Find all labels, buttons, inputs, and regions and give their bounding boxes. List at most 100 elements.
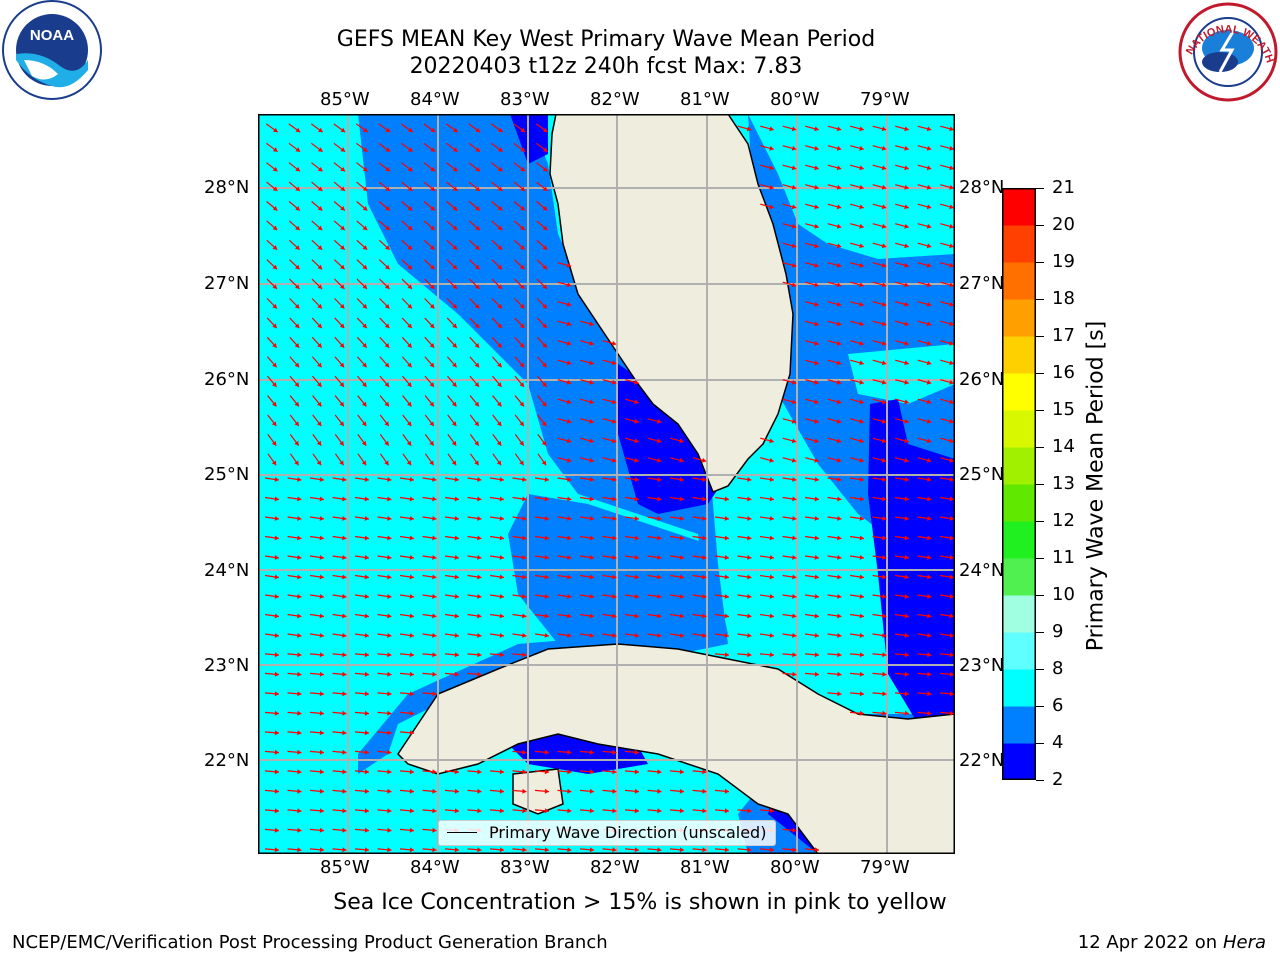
wave-arrow-head [499, 632, 504, 638]
colorbar-tick-18: 18 [1052, 288, 1075, 309]
wave-arrow-head [272, 343, 277, 348]
lon-tick-top-2: 84°W [410, 89, 460, 110]
wave-arrow-head [747, 496, 752, 502]
wave-arrow-head [454, 788, 459, 794]
wave-arrow-head [589, 340, 594, 346]
wave-arrow-head [274, 632, 279, 638]
wave-arrow-head [769, 535, 774, 541]
colorbar-tick-mark [1036, 632, 1044, 633]
wave-arrow-head [342, 847, 347, 853]
wave-arrow-head [566, 379, 572, 385]
wave-arrow-head [859, 554, 864, 560]
wave-arrow-head [407, 206, 413, 211]
wave-arrow-head [927, 691, 932, 697]
wave-arrow-head [497, 303, 502, 309]
legend-label: Primary Wave Direction (unscaled) [489, 823, 767, 842]
colorbar-band-11-12 [1002, 521, 1036, 559]
lat-tick-right-5: 24°N [959, 560, 1005, 581]
wave-arrow-head [272, 362, 277, 368]
wave-arrow-head [792, 535, 797, 541]
wave-arrow-head [452, 343, 457, 348]
wave-arrow-head [949, 710, 954, 716]
wave-arrow-head [791, 204, 797, 210]
wave-arrow-head [432, 671, 437, 677]
colorbar-tick-14: 14 [1052, 436, 1075, 457]
wave-arrow-head [544, 535, 549, 541]
wave-arrow-head [657, 496, 662, 502]
lat-tick-right-7: 22°N [959, 750, 1005, 771]
wave-arrow-head [769, 574, 774, 580]
wave-arrow-head [792, 613, 797, 619]
wave-arrow-head [949, 418, 954, 424]
wave-arrow-head [519, 382, 525, 387]
colorbar-tick-mark [1036, 484, 1044, 485]
wave-arrow-head [474, 421, 479, 427]
wave-arrow-head [882, 691, 887, 697]
wave-arrow-head [612, 788, 617, 794]
wave-arrow-head [339, 401, 344, 407]
wave-arrow-head [926, 301, 932, 307]
wave-arrow-head [836, 223, 842, 229]
noaa-logo: NOAA [0, 0, 104, 104]
wave-arrow-head [274, 535, 279, 541]
wave-arrow-head [452, 323, 457, 329]
wave-arrow-head [274, 710, 279, 716]
wave-arrow-head [542, 382, 547, 387]
map-panel: Primary Wave Direction (unscaled) [258, 113, 956, 855]
wave-arrow-head [477, 515, 482, 521]
wave-arrow-head [339, 264, 345, 270]
wave-arrow-head [384, 362, 390, 368]
wave-arrow-head [542, 343, 547, 348]
wave-arrow-head [881, 457, 887, 463]
wave-arrow-head [429, 460, 434, 466]
wave-arrow-head [882, 535, 887, 541]
wave-arrow-head [522, 535, 527, 541]
wave-arrow-head [859, 476, 864, 482]
wave-arrow-head [342, 691, 347, 697]
wave-arrow-head [836, 360, 842, 366]
wave-arrow-head [566, 457, 572, 463]
wave-arrow-head [430, 166, 436, 172]
wave-arrow-head [882, 476, 887, 482]
wave-arrow-head [319, 632, 324, 638]
wave-arrow-head [836, 418, 842, 424]
wave-arrow-head [634, 847, 639, 853]
wave-arrow-head [544, 613, 549, 619]
wave-arrow-head [409, 808, 414, 814]
wave-arrow-head [836, 438, 842, 444]
wave-arrow-head [949, 515, 954, 521]
wave-arrow-head [837, 613, 842, 619]
wave-arrow-head [859, 223, 864, 229]
wave-arrow-head [362, 264, 368, 270]
wave-arrow-head [317, 245, 323, 250]
wave-arrow-head [656, 457, 662, 463]
wave-arrow-head [589, 847, 594, 853]
wave-arrow-head [409, 769, 414, 775]
wave-arrow-head [342, 574, 347, 580]
wave-arrow-head [522, 554, 527, 560]
wave-arrow-head [634, 379, 639, 385]
wave-arrow-head [542, 284, 547, 289]
wave-arrow-head [542, 206, 548, 211]
wave-arrow-head [542, 264, 548, 270]
wave-arrow-head [881, 184, 887, 190]
wave-arrow-head [297, 710, 302, 716]
wave-arrow-head [294, 421, 299, 427]
wave-arrow-head [361, 440, 367, 446]
wave-arrow-head [836, 184, 842, 190]
wave-arrow-head [791, 418, 797, 424]
colorbar-tick-10: 10 [1052, 584, 1075, 605]
wave-arrow-head [319, 554, 324, 560]
wave-arrow-head [611, 399, 617, 405]
wave-arrow-head [542, 323, 547, 329]
wave-arrow-head [904, 418, 909, 424]
wave-arrow-head [769, 457, 774, 463]
wave-arrow-head [836, 457, 842, 463]
wave-arrow-head [342, 730, 347, 736]
wave-arrow-head [881, 243, 887, 249]
wave-arrow-head [927, 632, 932, 638]
wave-arrow-head [342, 827, 347, 833]
wave-arrow-head [340, 206, 345, 211]
wave-arrow-head [319, 730, 324, 736]
wave-arrow-head [792, 496, 797, 502]
